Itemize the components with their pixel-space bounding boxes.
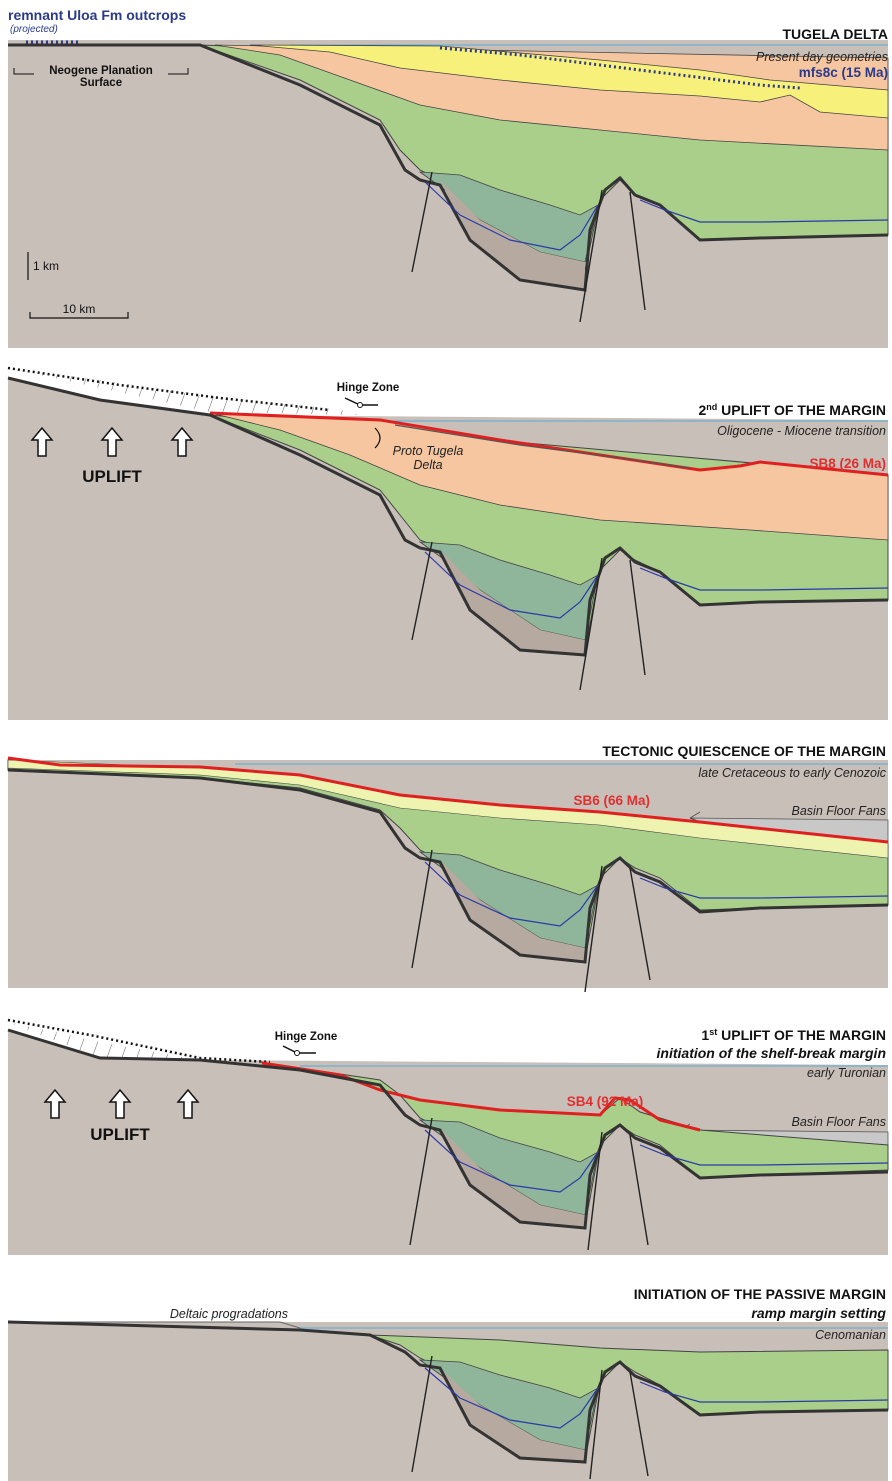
hinge-pivot: [294, 1050, 300, 1056]
rift-basement-fill: [440, 860, 585, 962]
blue-horizon: [424, 861, 599, 927]
hinge-zone-label: Hinge Zone: [337, 382, 400, 394]
vertical-scale-label: 1 km: [33, 259, 59, 273]
blue-horizon-east: [639, 877, 889, 899]
panel5-subtitle: Cenomanian: [815, 1328, 886, 1342]
basement-surface: [7, 768, 889, 964]
uplift-arrow-2: [108, 1088, 132, 1119]
panel4-subtitle: early Turonian: [807, 1066, 886, 1080]
basement-surface: [7, 1320, 889, 1464]
panel5-subtitle-bold: ramp margin setting: [751, 1305, 886, 1321]
panel2-title: 2nd UPLIFT OF THE MARGIN: [698, 402, 886, 418]
fault-east: [629, 1371, 649, 1477]
delta-bracket: [374, 427, 381, 449]
blue-horizon: [424, 551, 599, 619]
fault-west: [411, 1355, 433, 1473]
panel-first-uplift: UPLIFT Hinge Zone 1st UPLIFT OF THE MARG…: [7, 1018, 889, 1255]
blue-horizon-east: [639, 1381, 889, 1403]
rift-basement-fill: [440, 550, 585, 655]
blue-horizon-east: [639, 199, 889, 223]
basin-floor-fans-label: Basin Floor Fans: [792, 804, 886, 818]
hinge-pivot: [357, 402, 363, 408]
horizontal-scale-bar: [29, 312, 129, 319]
fault-central: [579, 189, 603, 323]
uplift-arrow-3: [170, 426, 194, 457]
planation-bracket-left: [13, 68, 34, 75]
blue-horizon: [424, 1367, 599, 1429]
panel2-subtitle: Oligocene - Miocene transition: [717, 424, 886, 438]
outcrops-note: (projected): [10, 24, 58, 35]
fault-west: [409, 1117, 433, 1246]
deltaic-progradations-label: Deltaic progradations: [170, 1307, 288, 1321]
uplift-arrow-1: [43, 1088, 67, 1119]
fault-west: [411, 541, 433, 641]
panel4-title: 1st UPLIFT OF THE MARGIN: [701, 1027, 886, 1043]
panel-tugela-delta: remnant Uloa Fm outcrops (projected) TUG…: [8, 7, 889, 348]
uplift-label: UPLIFT: [82, 467, 142, 486]
paleo-profile-dotted: [7, 1018, 271, 1064]
eroded-wedge-hatch: [8, 1022, 210, 1062]
basement-surface: [7, 376, 889, 657]
panel4-subtitle-bold: initiation of the shelf-break margin: [657, 1045, 886, 1061]
proto-tugela-label-2: Delta: [413, 458, 442, 472]
fault-central: [589, 1369, 603, 1480]
blue-horizon-east: [639, 1144, 889, 1166]
fault-east: [629, 191, 646, 311]
fault-west: [411, 171, 433, 273]
rift-basement-fill: [440, 180, 585, 290]
panel1-subtitle: Present day geometries: [756, 50, 888, 64]
basement-surface: [7, 1028, 889, 1230]
progradation-outline: [8, 1321, 301, 1329]
uplift-label: UPLIFT: [90, 1125, 150, 1144]
mfs8c-label: mfs8c (15 Ma): [799, 65, 888, 80]
fault-east: [629, 1134, 649, 1246]
mfs8c-dotted-line: [439, 46, 801, 90]
panel3-subtitle: late Cretaceous to early Cenozoic: [698, 766, 886, 780]
panel-tectonic-quiescence: TECTONIC QUIESCENCE OF THE MARGIN late C…: [7, 743, 889, 993]
fault-east: [629, 559, 646, 676]
sb6-surface: [7, 756, 889, 844]
panel3-title: TECTONIC QUIESCENCE OF THE MARGIN: [602, 743, 886, 759]
planation-label-1: Neogene Planation: [49, 65, 153, 77]
hinge-zone-label: Hinge Zone: [275, 1031, 338, 1043]
fault-central: [584, 865, 603, 993]
sb8-label: SB8 (26 Ma): [809, 456, 886, 471]
offlap-line: [394, 424, 691, 469]
paleo-profile-dotted: [7, 366, 331, 412]
yellow-sequence: [249, 44, 889, 119]
fault-east: [629, 867, 651, 981]
blue-horizon-east: [639, 567, 889, 591]
panel-passive-margin-initiation: INITIATION OF THE PASSIVE MARGIN ramp ma…: [7, 1286, 889, 1481]
uplift-arrow-1: [30, 426, 54, 457]
panel5-title: INITIATION OF THE PASSIVE MARGIN: [634, 1286, 886, 1302]
fault-central: [579, 557, 603, 691]
panel-second-uplift: UPLIFT Hinge Zone Proto Tugela Delta 2nd…: [7, 366, 889, 720]
horizontal-scale-label: 10 km: [63, 302, 96, 316]
outcrops-label: remnant Uloa Fm outcrops: [8, 7, 186, 23]
panel1-title: TUGELA DELTA: [782, 26, 888, 42]
blue-horizon: [424, 181, 599, 251]
fault-central: [587, 1131, 603, 1251]
blue-horizon: [424, 1129, 599, 1193]
rift-basement-fill: [440, 1368, 585, 1462]
proto-tugela-label-1: Proto Tugela: [393, 444, 464, 458]
rift-basement-fill: [440, 1128, 585, 1228]
uplift-arrow-2: [100, 426, 124, 457]
basin-floor-fans-label: Basin Floor Fans: [792, 1115, 886, 1129]
planation-label-2: Surface: [80, 77, 122, 89]
sb6-label: SB6 (66 Ma): [573, 793, 650, 808]
sb4-label: SB4 (92 Ma): [567, 1094, 644, 1109]
uplift-arrow-3: [176, 1088, 200, 1119]
planation-bracket-right: [168, 68, 189, 75]
fault-west: [411, 849, 433, 969]
